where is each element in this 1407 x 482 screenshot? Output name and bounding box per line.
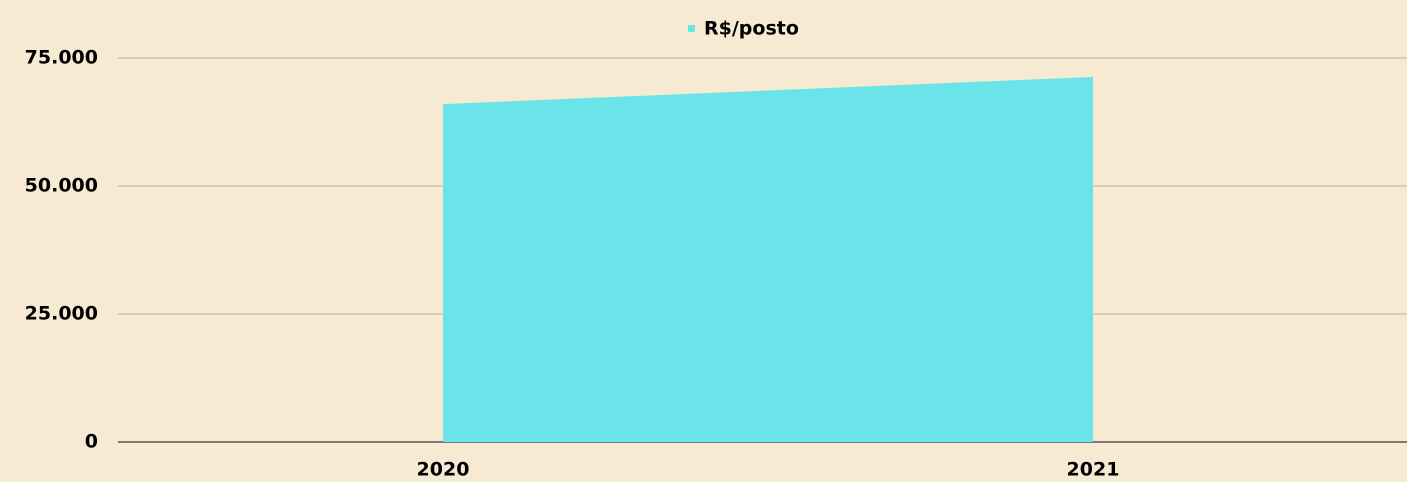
area [443, 76, 1093, 442]
y-tick-label: 50.000 [25, 175, 98, 197]
y-tick-label: 0 [85, 431, 98, 453]
y-tick-label: 75.000 [25, 47, 98, 69]
x-tick-label: 2021 [1067, 459, 1120, 481]
x-tick-label: 2020 [417, 459, 470, 481]
legend-label: R$/posto [704, 18, 799, 40]
legend-swatch [688, 25, 695, 32]
y-tick-label: 25.000 [25, 303, 98, 325]
